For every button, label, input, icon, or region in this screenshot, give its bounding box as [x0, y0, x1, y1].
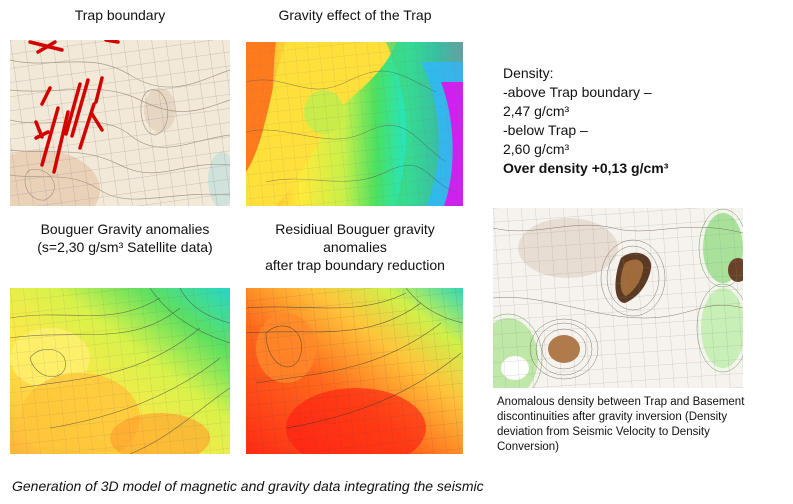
- residual-bouguer-map: [246, 288, 463, 454]
- anomalous-density-caption: Anomalous density between Trap and Basem…: [497, 396, 745, 453]
- density-info: Density: -above Trap boundary – 2,47 g/c…: [503, 64, 668, 178]
- residual-title-line3: after trap boundary reduction: [265, 257, 445, 273]
- bouguer-title-line1: Bouguer Gravity anomalies: [40, 221, 210, 237]
- anomalous-density-map: [493, 208, 743, 388]
- trap-boundary-map: [10, 40, 230, 206]
- density-above-label: -above Trap boundary –: [503, 84, 652, 100]
- trap-boundary-title: Trap boundary: [74, 7, 166, 23]
- over-density: Over density +0,13 g/cm³: [503, 160, 669, 176]
- density-heading: Density:: [503, 65, 554, 81]
- density-below-value: 2,60 g/cm³: [503, 141, 570, 157]
- bouguer-gravity-map: [10, 288, 230, 454]
- residual-title-line2: anomalies: [323, 239, 387, 255]
- residual-title: Residiual Bouguer gravity anomalies afte…: [240, 220, 470, 274]
- density-above-value: 2,47 g/cm³: [503, 103, 570, 119]
- gravity-effect-title: Gravity effect of the Trap: [278, 7, 432, 23]
- footer-caption: Generation of 3D model of magnetic and g…: [12, 478, 484, 494]
- bouguer-title-line2: (s=2,30 g/sm³ Satellite data): [37, 239, 213, 255]
- bouguer-title: Bouguer Gravity anomalies (s=2,30 g/sm³ …: [10, 220, 240, 256]
- density-below-label: -below Trap –: [503, 122, 588, 138]
- gravity-effect-map: [246, 42, 463, 206]
- residual-title-line1: Residiual Bouguer gravity: [275, 221, 435, 237]
